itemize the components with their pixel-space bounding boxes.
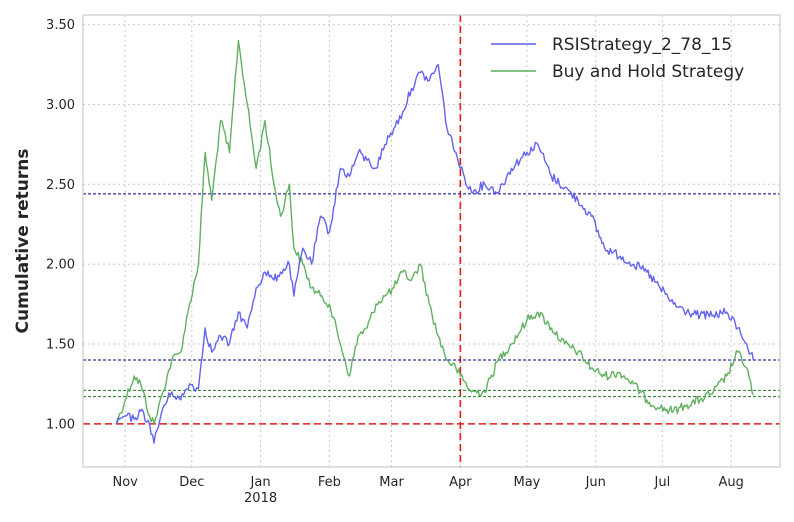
series-line-rsi-strategy — [115, 63, 755, 444]
x-tick-label: Feb — [318, 475, 341, 490]
reference-lines — [83, 15, 780, 467]
y-axis-label: Cumulative returns — [13, 149, 33, 334]
plot-frame — [82, 14, 781, 468]
y-tick-label: 1.00 — [46, 417, 75, 432]
x-tick-label: Nov — [112, 475, 138, 490]
x-tick-label: Jan — [250, 475, 271, 490]
legend-label-1: Buy and Hold Strategy — [552, 62, 744, 82]
y-tick-label: 1.50 — [46, 338, 75, 353]
x-tick-label: Mar — [379, 475, 404, 490]
x-tick-label: May — [514, 475, 541, 490]
x-tick-label: Apr — [449, 475, 472, 490]
x-tick-label: Jul — [654, 475, 671, 490]
x-tick-label: Jun — [585, 475, 606, 490]
y-tick-label: 2.00 — [46, 258, 75, 273]
series-lines — [115, 39, 755, 444]
legend: RSIStrategy_2_78_15 Buy and Hold Strategy — [491, 35, 744, 82]
series-line-buy-and-hold — [115, 39, 755, 425]
x-tick-label: Dec — [179, 475, 204, 490]
x-tick-sublabel: 2018 — [244, 491, 277, 506]
y-tick-label: 3.00 — [46, 98, 75, 113]
plot-area — [83, 15, 780, 467]
y-tick-label: 3.50 — [46, 18, 75, 33]
y-tick-label: 2.50 — [46, 178, 75, 193]
y-axis-ticks: 1.00 1.50 2.00 2.50 3.00 3.50 — [46, 18, 75, 432]
legend-label-0: RSIStrategy_2_78_15 — [552, 35, 732, 55]
x-tick-label: Aug — [718, 475, 743, 490]
